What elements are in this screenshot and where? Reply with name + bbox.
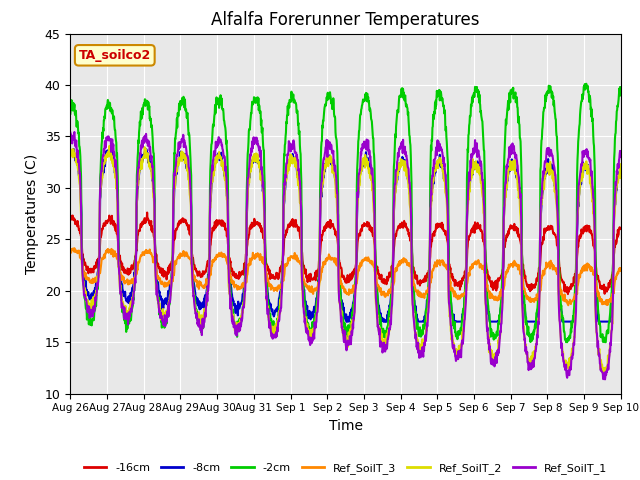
Ref_SoilT_3 [132, 272, 140, 277]
Ref_SoilT_1 [312, 324, 319, 330]
Ref_SoilT_1 [617, 148, 625, 154]
-8cm [300, 287, 308, 293]
Line: -8cm: -8cm [70, 149, 621, 322]
-8cm [312, 302, 319, 308]
-16cm [67, 216, 74, 221]
X-axis label: Time: Time [328, 419, 363, 433]
Ref_SoilT_2 [106, 143, 113, 149]
-2cm [67, 111, 74, 117]
Ref_SoilT_3 [617, 267, 625, 273]
-16cm [322, 224, 330, 230]
-8cm [106, 146, 113, 152]
Ref_SoilT_1 [70, 129, 78, 135]
Ref_SoilT_1 [380, 340, 388, 346]
-2cm [321, 101, 329, 107]
Ref_SoilT_1 [300, 310, 308, 315]
Ref_SoilT_3 [312, 288, 319, 293]
-16cm [132, 253, 140, 259]
Ref_SoilT_2 [300, 314, 308, 320]
Line: Ref_SoilT_3: Ref_SoilT_3 [70, 248, 621, 305]
Line: -2cm: -2cm [70, 84, 621, 342]
Ref_SoilT_1 [67, 130, 74, 135]
-2cm [132, 269, 140, 275]
Ref_SoilT_2 [132, 254, 140, 260]
Ref_SoilT_3 [70, 245, 78, 251]
Ref_SoilT_2 [109, 164, 117, 169]
Text: TA_soilco2: TA_soilco2 [79, 49, 151, 62]
Ref_SoilT_2 [67, 154, 74, 159]
Ref_SoilT_2 [312, 317, 319, 323]
-8cm [342, 319, 350, 324]
-2cm [563, 339, 570, 345]
-2cm [617, 88, 625, 94]
-8cm [67, 148, 74, 154]
Ref_SoilT_3 [109, 254, 117, 260]
Ref_SoilT_2 [380, 341, 388, 347]
Ref_SoilT_1 [601, 376, 609, 382]
-8cm [617, 167, 625, 172]
-8cm [132, 254, 140, 260]
Ref_SoilT_3 [564, 302, 572, 308]
Line: -16cm: -16cm [70, 213, 621, 294]
Ref_SoilT_2 [617, 167, 625, 172]
-8cm [109, 161, 117, 167]
-2cm [109, 112, 117, 118]
-16cm [300, 265, 308, 271]
Ref_SoilT_2 [600, 372, 608, 377]
Ref_SoilT_1 [109, 142, 117, 147]
-16cm [380, 276, 388, 282]
Ref_SoilT_1 [132, 264, 140, 269]
Ref_SoilT_1 [322, 144, 330, 150]
Ref_SoilT_3 [380, 292, 388, 298]
Legend: -16cm, -8cm, -2cm, Ref_SoilT_3, Ref_SoilT_2, Ref_SoilT_1: -16cm, -8cm, -2cm, Ref_SoilT_3, Ref_Soil… [79, 458, 612, 478]
Title: Alfalfa Forerunner Temperatures: Alfalfa Forerunner Temperatures [211, 11, 480, 29]
Ref_SoilT_3 [322, 259, 330, 264]
-2cm [312, 312, 319, 317]
-16cm [312, 277, 319, 283]
-2cm [300, 291, 308, 297]
Line: Ref_SoilT_1: Ref_SoilT_1 [70, 132, 621, 379]
-2cm [380, 334, 387, 339]
Y-axis label: Temperatures (C): Temperatures (C) [25, 154, 39, 274]
-16cm [109, 219, 117, 225]
Ref_SoilT_3 [67, 250, 74, 255]
-16cm [143, 210, 151, 216]
Line: Ref_SoilT_2: Ref_SoilT_2 [70, 146, 621, 374]
-8cm [381, 319, 388, 324]
-8cm [322, 164, 330, 169]
Ref_SoilT_3 [300, 277, 308, 283]
-2cm [582, 81, 590, 87]
-16cm [564, 291, 572, 297]
Ref_SoilT_2 [322, 165, 330, 171]
-16cm [617, 226, 625, 232]
